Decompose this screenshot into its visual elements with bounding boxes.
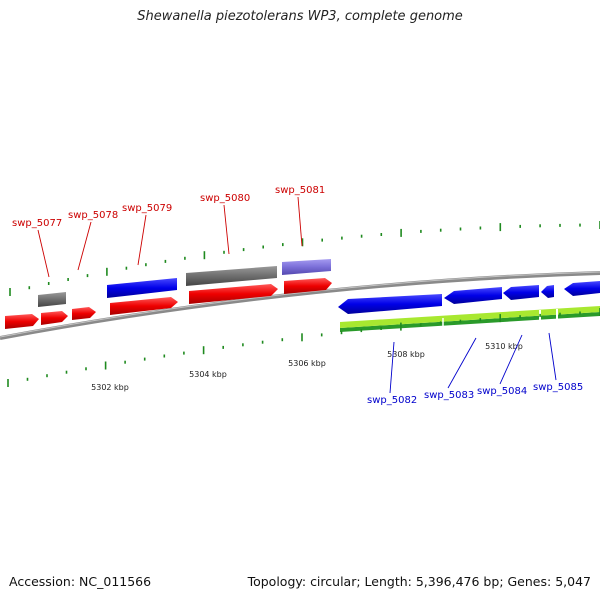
scale-ticks-upper [9,221,600,296]
gene-label-swp-5080[interactable]: swp_5080 [200,193,250,204]
gene-reverse-next[interactable] [564,281,600,296]
scale-labels: 5302 kbp 5304 kbp 5306 kbp 5308 kbp 5310… [91,342,523,392]
gray-feature-5080[interactable] [186,266,277,286]
scale-ticks-lower [7,308,600,387]
purple-feature-5081[interactable] [282,259,331,275]
genome-backbone [0,271,600,340]
scale-label-5306: 5306 kbp [288,359,326,368]
gene-5081-forward[interactable] [284,278,332,294]
accession-value: NC_011566 [79,574,152,589]
gene-5079-reverse[interactable] [107,278,177,298]
topology-value: circular [310,574,357,589]
forward-gene-labels: swp_5077 swp_5078 swp_5079 swp_5080 swp_… [12,185,325,229]
length-label: Length: [364,574,412,589]
reverse-gene-labels: swp_5082 swp_5083 swp_5084 swp_5085 [367,382,583,406]
topology-label: Topology: [247,574,307,589]
gene-label-swp-5079[interactable]: swp_5079 [122,203,172,214]
gray-feature-5077[interactable] [38,292,66,307]
reverse-label-leaders [389,332,557,394]
feature-track-upper [38,259,331,307]
gene-5078-forward[interactable] [72,307,96,320]
gene-label-swp-5084[interactable]: swp_5084 [477,386,527,397]
gene-label-swp-5082[interactable]: swp_5082 [367,395,417,406]
gene-label-swp-5083[interactable]: swp_5083 [424,390,474,401]
gene-label-swp-5077[interactable]: swp_5077 [12,218,62,229]
gene-5085-reverse[interactable] [541,285,554,298]
gene-5083-reverse[interactable] [444,287,502,304]
gene-5082-reverse[interactable] [338,294,442,314]
map-title: Shewanella piezotolerans WP3, complete g… [137,9,463,24]
scale-label-5308: 5308 kbp [387,350,425,359]
scale-label-5310: 5310 kbp [485,342,523,351]
gene-label-swp-5081[interactable]: swp_5081 [275,185,325,196]
accession-footer: Accession: NC_011566 [9,574,151,589]
scale-label-5304: 5304 kbp [189,370,227,379]
gene-5084-reverse[interactable] [503,285,539,300]
gene-label-swp-5085[interactable]: swp_5085 [533,382,583,393]
forward-genes-track [5,278,332,329]
genes-label: Genes: [507,574,552,589]
forward-label-leaders [37,196,303,278]
genome-stats-footer: Topology: circular; Length: 5,396,476 bp… [247,574,591,589]
gene-forward-1[interactable] [5,314,39,329]
gene-5079-forward[interactable] [110,297,178,315]
genes-value: 5,047 [555,574,591,589]
gene-5077-forward[interactable] [41,311,68,325]
reverse-genes-track [338,281,600,314]
accession-label: Accession: [9,574,76,589]
gene-5080-forward[interactable] [189,284,278,304]
length-value: 5,396,476 bp [415,574,500,589]
gene-label-swp-5078[interactable]: swp_5078 [68,210,118,221]
scale-label-5302: 5302 kbp [91,383,129,392]
